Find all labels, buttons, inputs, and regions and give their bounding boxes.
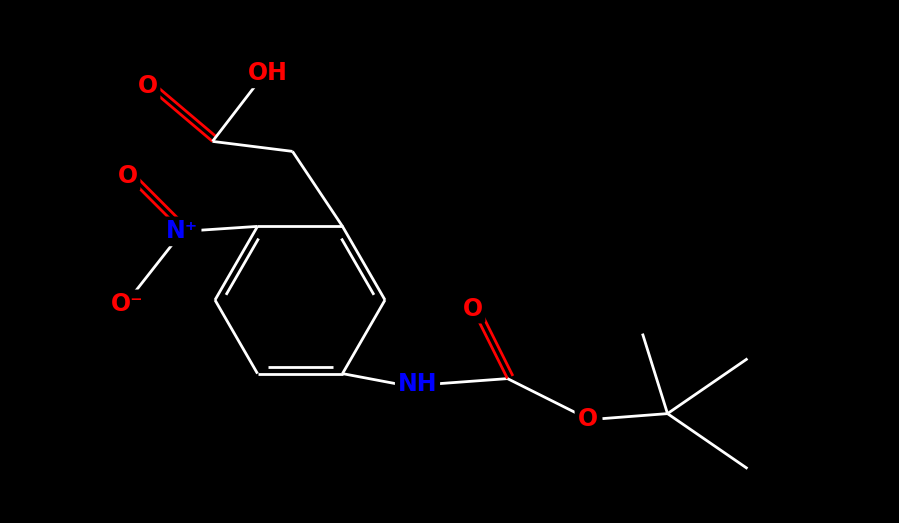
Text: NH: NH (397, 372, 437, 395)
Text: O⁻: O⁻ (111, 292, 144, 316)
Text: O: O (118, 164, 138, 188)
Text: OH: OH (247, 61, 288, 85)
Text: N⁺: N⁺ (166, 219, 199, 243)
Text: O: O (577, 406, 598, 430)
Text: O: O (462, 297, 483, 321)
Text: O: O (138, 74, 157, 98)
